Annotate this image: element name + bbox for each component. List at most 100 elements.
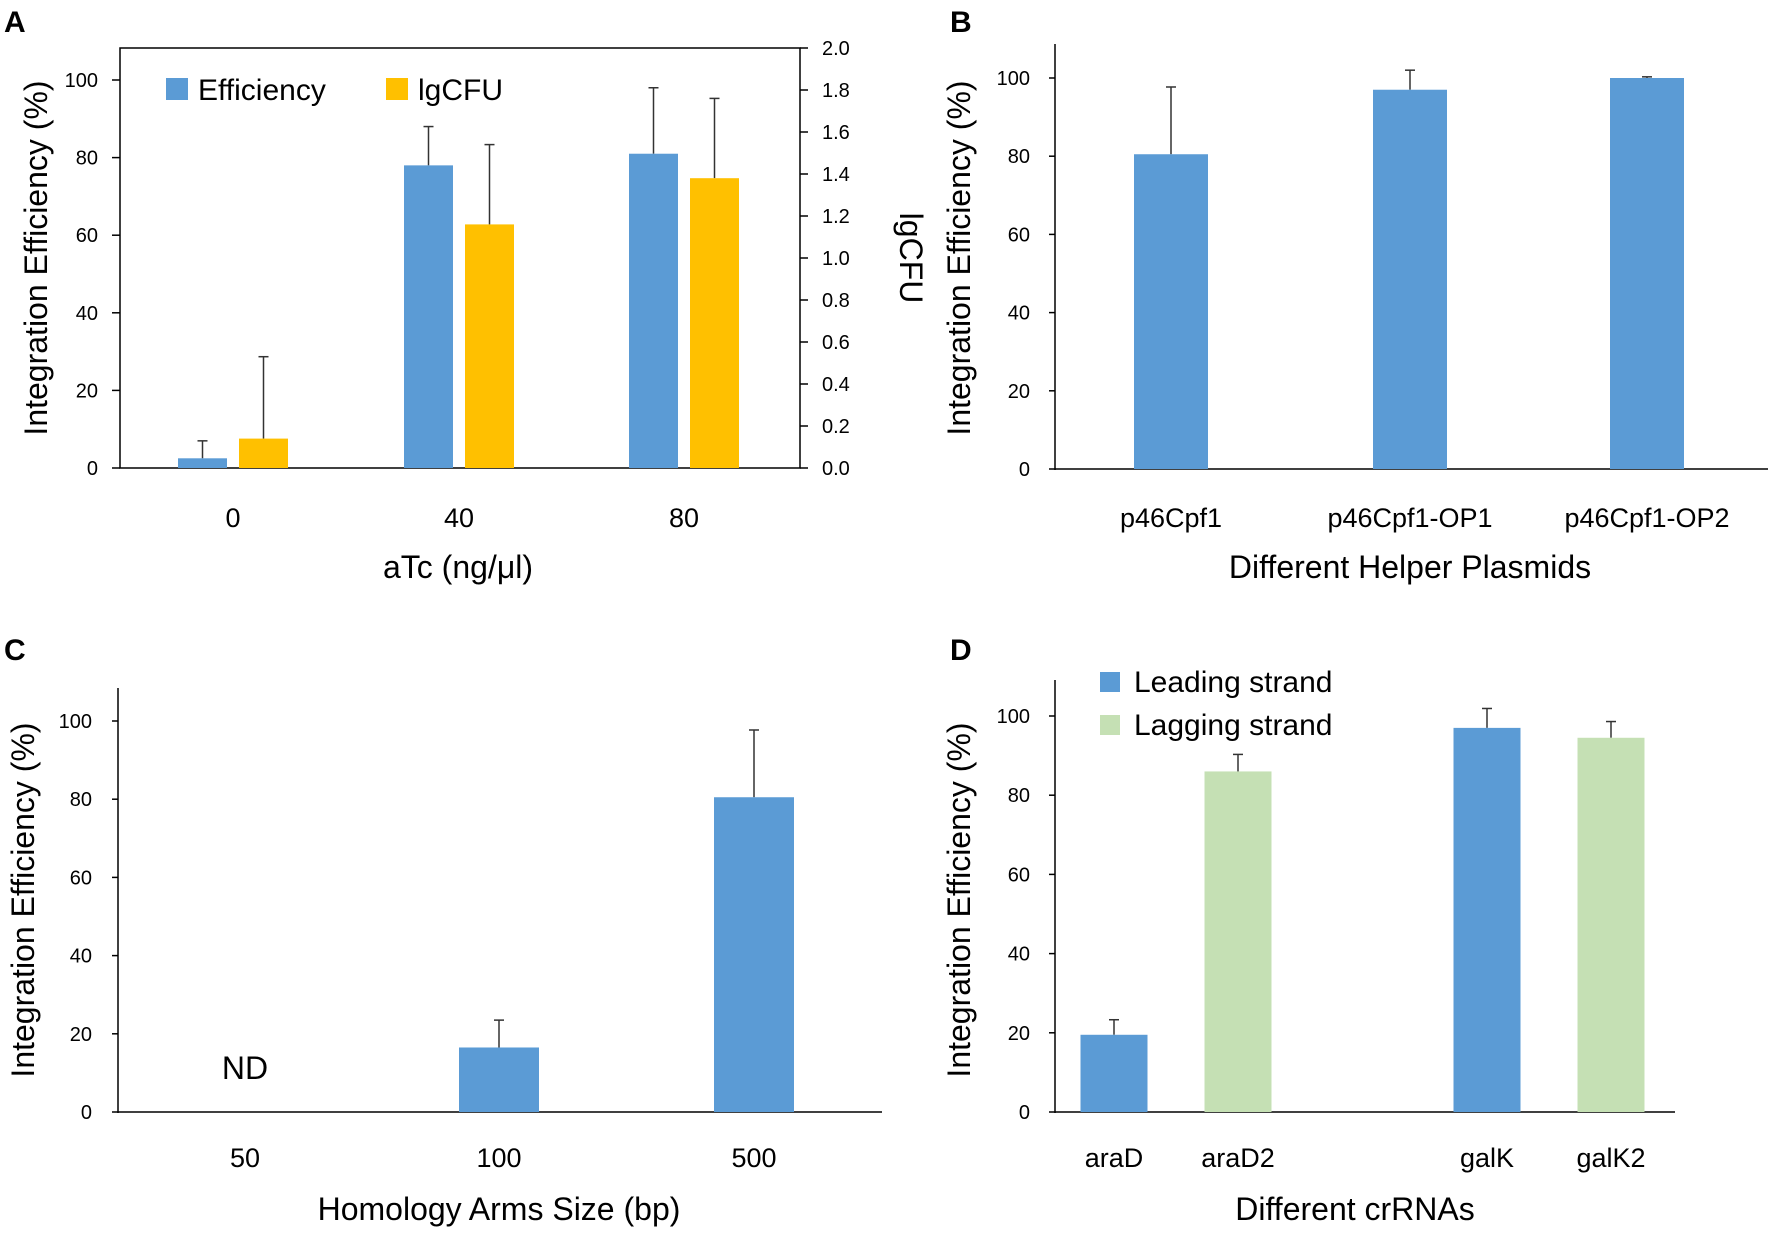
panel-b-bar-p46Cpf1: [1134, 154, 1208, 469]
panel-d-error-bar: [1109, 1018, 1119, 1035]
panel-a-bar-lgcfu-40: [465, 224, 514, 468]
panel-a-left-tick-label: 0: [87, 458, 98, 480]
panel-a-x-axis-label: aTc (ng/μl): [383, 549, 533, 585]
panel-d-category-label: araD: [1085, 1143, 1144, 1173]
panel-c-category-label: 500: [731, 1143, 776, 1173]
panel-d-bar-galK2: [1577, 737, 1645, 1112]
panel-c-tick-label: 0: [81, 1102, 92, 1124]
panel-d-tick-label: 0: [1019, 1102, 1030, 1124]
panel-a-category-label: 40: [444, 503, 474, 533]
panel-a-left-tick-label: 80: [76, 148, 98, 170]
panel-c-tick-label: 60: [70, 867, 92, 889]
panel-b-tick-label: 0: [1019, 459, 1030, 481]
panel-c-error-bar: [749, 729, 759, 798]
legend-swatch-lagging-strand: [1100, 715, 1120, 735]
panel-a-right-tick-label: 2.0: [822, 38, 850, 60]
panel-a-right-tick-label: 0.8: [822, 290, 850, 312]
panel-b-x-axis-label: Different Helper Plasmids: [1229, 549, 1591, 585]
panel-a-category-label: 80: [669, 503, 699, 533]
legend-label-efficiency: Efficiency: [198, 74, 326, 107]
panel-a-bar-lgcfu-0: [239, 438, 288, 468]
panel-a-right-tick-label: 1.2: [822, 206, 850, 228]
panel-d-error-bar: [1233, 753, 1243, 772]
panel-d-legend: Leading strand Lagging strand: [1100, 666, 1333, 742]
panel-b-bar-p46Cpf1-OP1: [1373, 89, 1447, 469]
panel-b-tick-label: 100: [997, 68, 1030, 90]
panel-a-left-tick-label: 60: [76, 225, 98, 247]
panel-b-tick-label: 60: [1008, 224, 1030, 246]
panel-c-bar-500: [714, 797, 794, 1112]
panel-d: D 0 20 40 60 80 100 araD araD2 galK galK2 Integr…: [941, 634, 1675, 1227]
panel-c-category-label: 100: [476, 1143, 521, 1173]
panel-a-bar-efficiency-80: [629, 153, 678, 468]
panel-a-right-tick-label: 1.4: [822, 164, 850, 186]
panel-c-tick-label: 100: [59, 711, 92, 733]
panel-a-left-tick-label: 100: [65, 70, 98, 92]
panel-d-bar-galK: [1453, 727, 1521, 1112]
panel-d-bar-araD2: [1204, 771, 1272, 1112]
panel-a-left-tick-label: 20: [76, 380, 98, 402]
panel-a-right-tick-label: 1.8: [822, 80, 850, 102]
panel-c-error-bar: [494, 1019, 504, 1048]
panel-a-right-tick-label: 0.2: [822, 416, 850, 438]
panel-a-right-tick-label: 1.0: [822, 248, 850, 270]
panel-a-y-axis-label: Integration Efficiency (%): [18, 80, 54, 435]
panel-b-error-bar: [1166, 86, 1176, 155]
panel-c-tick-label: 20: [70, 1024, 92, 1046]
panel-d-tick-label: 60: [1008, 864, 1030, 886]
panel-a-letter: A: [4, 6, 26, 39]
panel-d-tick-label: 100: [997, 706, 1030, 728]
legend-swatch-lgcfu: [386, 78, 408, 100]
panel-b-error-bar: [1405, 69, 1415, 90]
panel-d-tick-label: 80: [1008, 785, 1030, 807]
panel-d-category-label: araD2: [1201, 1143, 1275, 1173]
legend-label-leading-strand: Leading strand: [1134, 666, 1333, 699]
panel-d-error-bar: [1482, 707, 1492, 728]
panel-d-bar-araD: [1080, 1034, 1148, 1112]
legend-label-lgcfu: lgCFU: [418, 74, 503, 107]
panel-c: C 0 20 40 60 80 100 50 100 500 ND Integration E…: [4, 634, 882, 1227]
panel-d-error-bar: [1606, 720, 1616, 738]
panel-d-letter: D: [950, 634, 972, 667]
panel-b-category-label: p46Cpf1-OP2: [1564, 503, 1729, 533]
panel-a-right-tick-label: 0.6: [822, 332, 850, 354]
panel-b-tick-label: 40: [1008, 303, 1030, 325]
panel-b-error-bar: [1642, 76, 1652, 78]
panel-a-error-bar: [709, 97, 720, 179]
panel-a-bar-lgcfu-80: [690, 178, 739, 468]
panel-a-left-tick-label: 40: [76, 303, 98, 325]
panel-a-category-label: 0: [225, 503, 240, 533]
panel-a: A 0 20 40 60 80 100 0.0 0.2 0.4 0.6 0.8 1.0 1.2 1.4 1…: [4, 6, 929, 585]
panel-d-tick-label: 20: [1008, 1023, 1030, 1045]
panel-b: B 0 20 40 60 80 100 p46Cpf1 p46Cpf1-OP1 p46Cpf1…: [941, 6, 1768, 585]
panel-a-error-bar: [197, 440, 208, 459]
panel-c-bar-100: [459, 1047, 539, 1112]
panel-b-bar-p46Cpf1-OP2: [1610, 78, 1684, 469]
panel-a-bar-efficiency-40: [404, 165, 453, 469]
panel-c-nd-annotation: ND: [222, 1050, 268, 1086]
panel-d-x-axis-label: Different crRNAs: [1235, 1191, 1474, 1227]
panel-b-letter: B: [950, 6, 972, 39]
panel-a-error-bar: [484, 143, 495, 225]
panel-b-tick-label: 80: [1008, 146, 1030, 168]
legend-swatch-efficiency: [166, 78, 188, 100]
panel-c-x-axis-label: Homology Arms Size (bp): [318, 1191, 681, 1227]
legend-label-lagging-strand: Lagging strand: [1134, 709, 1333, 742]
panel-c-tick-label: 40: [70, 946, 92, 968]
panel-b-category-label: p46Cpf1-OP1: [1327, 503, 1492, 533]
panel-c-letter: C: [4, 634, 26, 667]
panel-a-error-bar: [423, 125, 434, 166]
panel-a-right-tick-label: 1.6: [822, 122, 850, 144]
panel-c-tick-label: 80: [70, 789, 92, 811]
legend-swatch-leading-strand: [1100, 672, 1120, 692]
panel-d-category-label: galK2: [1576, 1143, 1645, 1173]
panel-c-category-label: 50: [230, 1143, 260, 1173]
panel-b-y-axis-label: Integration Efficiency (%): [941, 80, 977, 435]
panel-a-legend: Efficiency lgCFU: [166, 74, 503, 107]
panel-a-error-bar: [648, 87, 659, 154]
panel-b-category-label: p46Cpf1: [1120, 503, 1222, 533]
panel-a-right-axis-label: lgCFU: [893, 213, 929, 304]
panel-a-right-tick-label: 0.4: [822, 374, 850, 396]
panel-d-category-label: galK: [1460, 1143, 1514, 1173]
